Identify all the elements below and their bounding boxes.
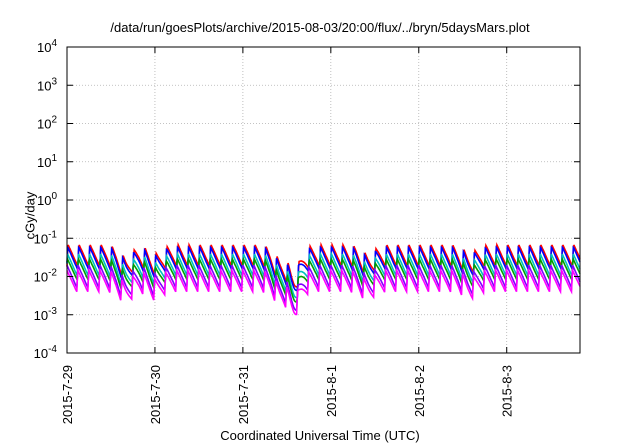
x-tick-label: 2015-7-29 xyxy=(60,365,75,424)
series-group xyxy=(66,241,581,316)
grid-lines xyxy=(67,47,580,353)
plot-frame xyxy=(66,46,581,354)
x-tick-label: 2015-8-2 xyxy=(412,365,427,417)
y-tick-label: 10-2 xyxy=(34,268,58,285)
series-line xyxy=(66,241,581,288)
y-tick-label: 104 xyxy=(37,38,57,55)
x-tick-label: 2015-7-31 xyxy=(236,365,251,424)
y-tick-label: 10-1 xyxy=(34,229,58,246)
y-tick-label: 103 xyxy=(37,76,57,93)
y-tick-label: 102 xyxy=(37,115,57,132)
x-tick-label: 2015-8-3 xyxy=(500,365,515,417)
x-tick-label: 2015-7-30 xyxy=(148,365,163,424)
x-axis-label: Coordinated Universal Time (UTC) xyxy=(220,428,420,443)
y-tick-label: 10-4 xyxy=(34,344,58,361)
y-tick-label: 101 xyxy=(37,153,57,170)
series-line xyxy=(66,267,581,316)
y-tick-label: 100 xyxy=(37,191,57,208)
x-tick-label: 2015-8-1 xyxy=(324,365,339,417)
y-tick-label: 10-3 xyxy=(34,306,58,323)
axes-group: 10-4 10-3 10-2 10-1 100 101 102 103 104 2015-7-29… xyxy=(34,38,580,424)
chart-title: /data/run/goesPlots/archive/2015-08-03/2… xyxy=(110,20,530,35)
series-line xyxy=(66,245,581,292)
